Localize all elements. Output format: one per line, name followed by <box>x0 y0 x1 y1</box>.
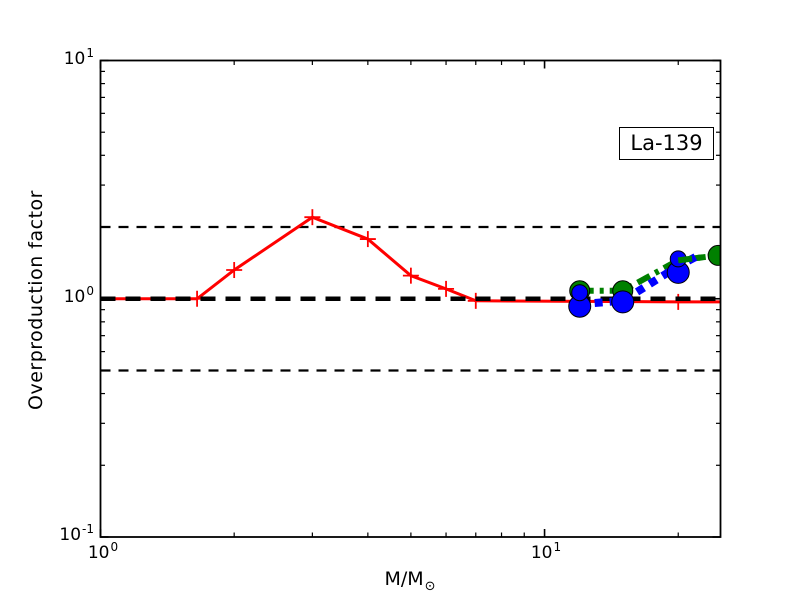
y-axis-label: Overproduction factor <box>25 190 47 410</box>
y-tick-10e0: 100 <box>63 284 94 308</box>
axes-frame <box>99 59 722 538</box>
series-top <box>568 244 721 318</box>
reference-lines <box>100 225 721 372</box>
legend-label: La-139 <box>630 131 703 155</box>
legend-box: La-139 <box>619 127 714 160</box>
x-axis-label: M/M⊙ <box>384 568 436 594</box>
y-tick-10e1: 101 <box>63 46 94 70</box>
y-tick-10e-1: 10-1 <box>59 522 94 546</box>
x-tick-10e1: 101 <box>530 540 562 563</box>
x-tick-10e0: 100 <box>87 540 119 563</box>
solar-mass-symbol: ⊙ <box>424 579 436 594</box>
